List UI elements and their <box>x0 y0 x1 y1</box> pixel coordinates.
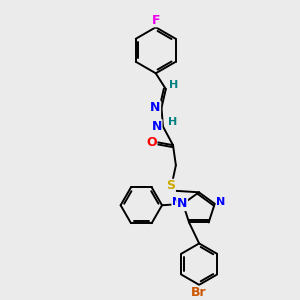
Text: N: N <box>150 101 160 114</box>
Text: H: H <box>169 80 178 90</box>
Text: Br: Br <box>191 286 207 299</box>
Text: N: N <box>152 120 162 133</box>
Text: S: S <box>166 179 175 193</box>
Text: H: H <box>167 117 177 127</box>
Text: O: O <box>146 136 157 149</box>
Text: N: N <box>216 197 226 207</box>
Text: F: F <box>152 14 160 27</box>
Text: N: N <box>177 197 187 210</box>
Text: N: N <box>172 197 181 207</box>
